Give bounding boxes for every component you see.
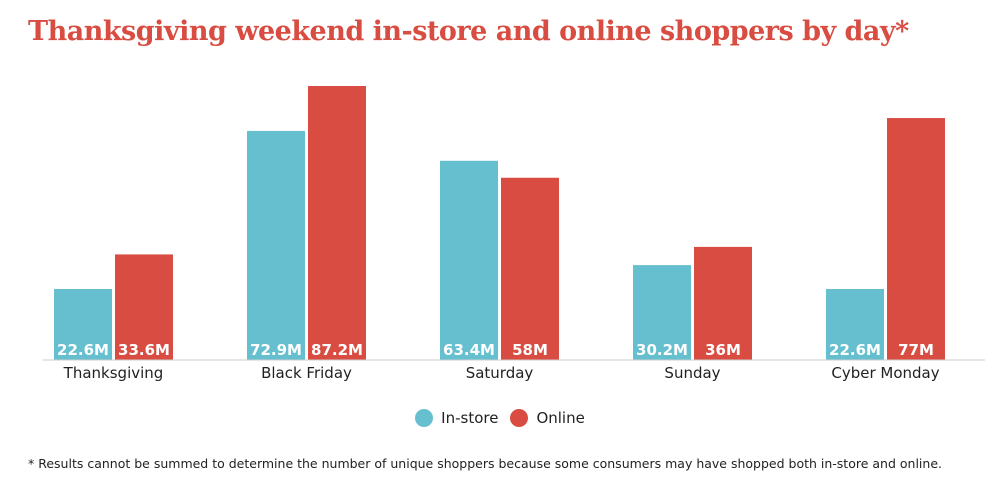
bar-online-sunday [694,246,752,360]
legend-swatch-online [510,409,529,427]
bars-group [54,86,945,360]
data-label-online-sunday: 36M [705,341,741,359]
legend-label-online: Online [536,409,585,427]
bar-online-saturday [501,177,559,360]
bar-in-store-black-friday [247,130,305,360]
data-label-in-store-thanksgiving: 22.6M [57,341,109,359]
legend-label-in-store: In-store [441,409,499,427]
data-label-in-store-sunday: 30.2M [636,341,688,359]
category-label-sunday: Sunday [664,364,720,382]
data-label-in-store-black-friday: 72.9M [250,341,302,359]
category-label-cyber-monday: Cyber Monday [831,364,939,382]
data-label-online-saturday: 58M [512,341,548,359]
data-label-in-store-saturday: 63.4M [443,341,495,359]
labels-group: 22.6M 33.6M Thanksgiving 72.9M 87.2M Black Fr… [57,341,940,382]
data-label-in-store-cyber-monday: 22.6M [829,341,881,359]
bar-chart: 22.6M 33.6M Thanksgiving 72.9M 87.2M Black Fr… [43,86,985,382]
bar-in-store-saturday [440,160,498,360]
legend: In-store Online [0,409,1000,427]
data-label-online-thanksgiving: 33.6M [118,341,170,359]
data-label-online-cyber-monday: 77M [898,341,934,359]
bar-in-store-cyber-monday [826,288,884,360]
bar-online-thanksgiving [115,254,173,360]
chart-title: Thanksgiving weekend in-store and online… [28,16,909,47]
bar-in-store-sunday [633,265,691,360]
legend-item-in-store: In-store [415,409,498,427]
data-label-online-black-friday: 87.2M [311,341,363,359]
bar-online-black-friday [308,86,366,360]
legend-swatch-in-store [415,409,434,427]
bar-in-store-thanksgiving [54,288,112,360]
category-label-thanksgiving: Thanksgiving [63,364,164,382]
category-label-saturday: Saturday [466,364,534,382]
footnote: * Results cannot be summed to determine … [28,456,942,471]
bar-online-cyber-monday [887,118,945,360]
category-label-black-friday: Black Friday [261,364,352,382]
legend-item-online: Online [510,409,585,427]
